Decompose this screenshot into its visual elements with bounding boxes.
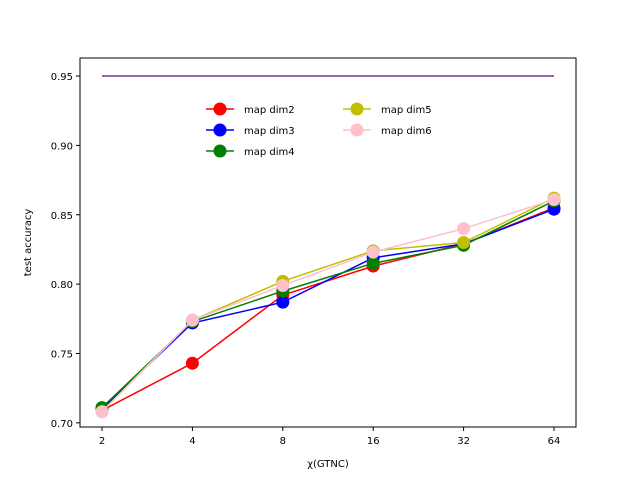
series-5 bbox=[95, 192, 561, 419]
legend-label: map dim4 bbox=[244, 147, 295, 158]
x-axis: 2 4 8 16 32 64 bbox=[99, 427, 561, 447]
data-point bbox=[95, 405, 109, 419]
legend-marker bbox=[350, 123, 364, 137]
y-tick-label: 0.85 bbox=[51, 211, 73, 222]
data-point bbox=[185, 313, 199, 327]
data-point bbox=[185, 356, 199, 370]
x-tick-label: 64 bbox=[548, 436, 561, 447]
legend-label: map dim3 bbox=[244, 126, 295, 137]
y-tick-label: 0.95 bbox=[51, 72, 73, 83]
data-point bbox=[276, 279, 290, 293]
legend: map dim2 map dim3 map dim4 map dim5 map dim6 bbox=[206, 102, 432, 158]
series-3 bbox=[95, 194, 561, 415]
y-tick-label: 0.75 bbox=[51, 349, 73, 360]
series-layer bbox=[95, 191, 561, 419]
y-tick-label: 0.90 bbox=[51, 141, 73, 152]
series-line bbox=[101, 208, 555, 410]
legend-label: map dim2 bbox=[244, 105, 295, 116]
data-point bbox=[457, 236, 471, 249]
series-4 bbox=[95, 191, 561, 419]
x-axis-label: χ(GTNC) bbox=[307, 459, 349, 470]
y-axis: 0.70 0.75 0.80 0.85 0.90 0.95 bbox=[51, 72, 80, 430]
legend-item: map dim2 bbox=[206, 102, 295, 116]
series-2 bbox=[95, 202, 561, 416]
y-tick-label: 0.80 bbox=[51, 280, 73, 291]
legend-item: map dim4 bbox=[206, 144, 295, 158]
y-axis-label: test accuracy bbox=[23, 209, 34, 277]
plot-frame bbox=[79, 57, 577, 428]
legend-marker bbox=[213, 102, 227, 116]
legend-item: map dim6 bbox=[343, 123, 432, 137]
x-tick-label: 8 bbox=[280, 436, 286, 447]
data-point bbox=[366, 245, 380, 259]
series-line bbox=[101, 197, 555, 413]
data-point bbox=[366, 256, 380, 270]
series-line bbox=[101, 207, 555, 412]
series-line bbox=[101, 198, 555, 413]
x-tick-label: 16 bbox=[367, 436, 380, 447]
x-tick-label: 4 bbox=[189, 436, 195, 447]
x-tick-label: 32 bbox=[457, 436, 470, 447]
legend-marker bbox=[213, 123, 227, 137]
y-tick-label: 0.70 bbox=[51, 419, 73, 430]
data-point bbox=[547, 192, 561, 206]
legend-marker bbox=[213, 144, 227, 158]
data-point bbox=[457, 222, 471, 236]
legend-label: map dim6 bbox=[381, 126, 432, 137]
data-point bbox=[276, 295, 290, 309]
legend-item: map dim3 bbox=[206, 123, 295, 137]
legend-marker bbox=[350, 102, 364, 116]
legend-item: map dim5 bbox=[343, 102, 432, 116]
x-tick-label: 2 bbox=[99, 436, 105, 447]
legend-label: map dim5 bbox=[381, 105, 432, 116]
